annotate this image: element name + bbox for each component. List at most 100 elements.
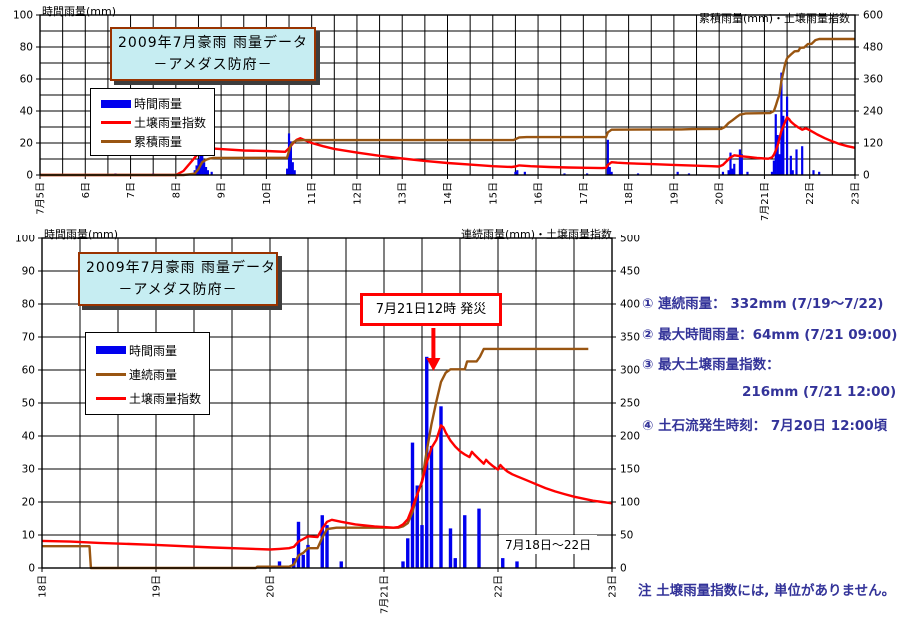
summary-note-line-2: ② 最大時間雨量：64mm (7/21 09:00) (642, 326, 898, 343)
plot-border (41, 237, 613, 569)
top-right-axis-title: 累積雨量(mm)・土壌雨量指数 (698, 12, 850, 25)
svg-text:23日: 23日 (851, 182, 862, 205)
svg-text:7月5日: 7月5日 (35, 182, 47, 215)
hourly-rain-bars (114, 72, 821, 175)
svg-text:80: 80 (20, 42, 33, 54)
legend-swatch-line (101, 121, 131, 124)
svg-text:250: 250 (620, 398, 640, 410)
svg-text:450: 450 (620, 266, 640, 278)
line-土壌雨量指数 (41, 424, 613, 551)
svg-text:600: 600 (863, 10, 883, 22)
summary-note-line-1: ① 連続雨量： 332mm (7/19～7/22) (642, 296, 884, 312)
svg-text:240: 240 (863, 106, 883, 118)
svg-text:0: 0 (620, 563, 627, 575)
svg-text:100: 100 (15, 235, 35, 245)
svg-text:19日: 19日 (152, 575, 163, 598)
bottom-left-axis-title: 時間雨量(mm) (44, 228, 119, 241)
svg-text:20: 20 (20, 138, 33, 150)
svg-text:19日: 19日 (669, 182, 680, 205)
axis-labels: 1009080706050403020100500450400350300250… (15, 235, 640, 614)
bottom-chart-legend: 時間雨量連続雨量土壌雨量指数 (85, 332, 211, 415)
svg-text:22日: 22日 (494, 575, 505, 598)
line-連続雨量 (42, 347, 589, 570)
period-label: 7月18日～22日 (499, 535, 598, 554)
legend-label: 累積雨量 (134, 135, 183, 149)
svg-text:16日: 16日 (534, 182, 545, 205)
legend-swatch-bar (96, 346, 126, 354)
top-left-axis-title: 時間雨量(mm) (42, 5, 117, 18)
svg-text:22日: 22日 (805, 182, 816, 205)
svg-text:350: 350 (620, 332, 640, 344)
svg-text:10日: 10日 (262, 182, 273, 205)
svg-text:150: 150 (620, 464, 640, 476)
legend-label: 時間雨量 (129, 343, 178, 358)
svg-text:30: 30 (22, 464, 35, 476)
legend-label: 土壌雨量指数 (134, 116, 207, 130)
svg-text:60: 60 (20, 74, 33, 86)
top-title-line-1: 2009年7月豪雨 雨量データ (118, 35, 308, 51)
svg-text:40: 40 (22, 431, 35, 443)
svg-text:70: 70 (22, 332, 35, 344)
svg-text:11日: 11日 (307, 182, 318, 205)
disaster-annotation-box: 7月21日12時 発災 (360, 293, 502, 326)
bottom-title-line-2: －アメダス防府－ (118, 282, 238, 298)
legend-swatch-bar (101, 99, 131, 108)
svg-text:20日: 20日 (715, 182, 726, 205)
bottom-title-box: 2009年7月豪雨 雨量データ －アメダス防府－ (78, 252, 278, 306)
svg-text:100: 100 (620, 497, 640, 509)
svg-text:40: 40 (20, 106, 33, 118)
legend-item-累積雨量: 累積雨量 (101, 132, 206, 151)
svg-text:100: 100 (13, 10, 33, 22)
disaster-arrow (426, 328, 441, 371)
legend-label: 時間雨量 (134, 97, 183, 111)
svg-text:400: 400 (620, 299, 640, 311)
svg-text:18日: 18日 (624, 182, 635, 205)
top-title-line-2: －アメダス防府－ (153, 57, 273, 73)
legend-swatch-line (96, 372, 126, 376)
svg-text:13日: 13日 (398, 182, 409, 205)
summary-note-line-3: ③ 最大土壌雨量指数： (642, 357, 780, 373)
svg-text:17日: 17日 (579, 182, 590, 205)
svg-text:500: 500 (620, 235, 640, 245)
summary-notes: ① 連続雨量： 332mm (7/19～7/22) ② 最大時間雨量：64mm (… (642, 292, 897, 445)
svg-text:300: 300 (620, 365, 640, 377)
legend-label: 土壌雨量指数 (129, 391, 202, 406)
svg-text:10: 10 (22, 530, 35, 542)
svg-text:7月21日: 7月21日 (379, 575, 391, 614)
svg-text:80: 80 (22, 299, 35, 311)
svg-text:0: 0 (863, 170, 870, 182)
summary-note-line-5: ④ 土石流発生時刻： 7月20日 12:00頃 (642, 418, 888, 434)
top-title-box: 2009年7月豪雨 雨量データ －アメダス防府－ (110, 27, 316, 81)
svg-text:23日: 23日 (608, 575, 619, 598)
svg-text:0: 0 (26, 170, 33, 182)
svg-text:18日: 18日 (38, 575, 49, 598)
svg-text:360: 360 (863, 74, 883, 86)
top-chart-legend: 時間雨量土壌雨量指数 累積雨量 (90, 88, 216, 156)
legend-item-時間雨量: 時間雨量 (101, 94, 206, 113)
svg-text:8日: 8日 (171, 182, 182, 198)
svg-text:60: 60 (22, 365, 35, 377)
svg-text:0: 0 (28, 563, 35, 575)
svg-text:50: 50 (22, 398, 35, 410)
svg-text:90: 90 (22, 266, 35, 278)
svg-text:6日: 6日 (81, 182, 92, 198)
svg-text:14日: 14日 (443, 182, 454, 205)
legend-item-土壌雨量指数: 土壌雨量指数 (101, 113, 206, 132)
unit-footnote: 注 土壌雨量指数には, 単位がありません。 (638, 583, 896, 599)
summary-note-line-4: 216mm (7/21 12:00) (742, 383, 897, 400)
svg-text:20日: 20日 (266, 575, 277, 598)
legend-swatch-line (96, 396, 126, 400)
bottom-title-line-1: 2009年7月豪雨 雨量データ (86, 260, 276, 276)
svg-text:480: 480 (863, 42, 883, 54)
legend-item-連続雨量: 連続雨量 (96, 362, 201, 386)
svg-text:20: 20 (22, 497, 35, 509)
svg-text:200: 200 (620, 431, 640, 443)
legend-label: 連続雨量 (129, 367, 178, 382)
svg-text:15日: 15日 (488, 182, 499, 205)
svg-text:7月21日: 7月21日 (759, 182, 771, 221)
bottom-right-axis-title: 連続雨量(mm)・土壌雨量指数 (460, 228, 612, 241)
legend-item-時間雨量: 時間雨量 (96, 338, 201, 362)
